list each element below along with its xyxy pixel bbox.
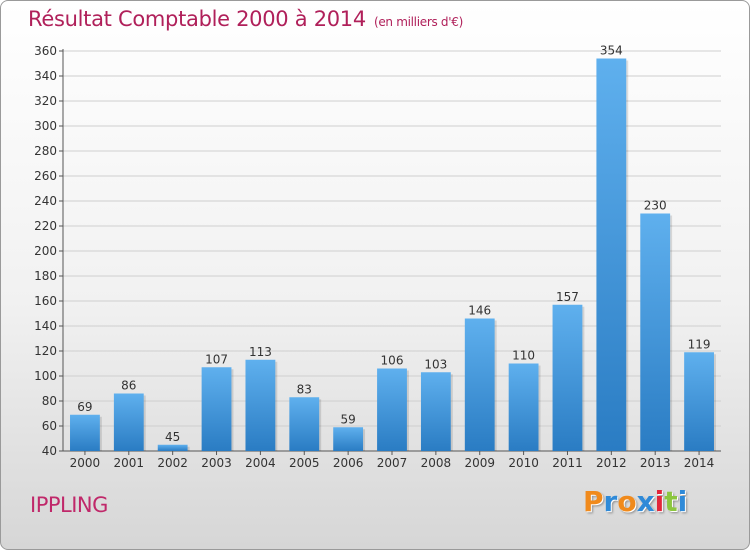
logo-letter: o bbox=[617, 485, 637, 518]
logo-letter: i bbox=[654, 485, 665, 518]
x-tick-label: 2009 bbox=[464, 456, 495, 470]
y-tick-label: 340 bbox=[34, 69, 57, 83]
y-tick-label: 80 bbox=[42, 394, 57, 408]
y-tick-label: 320 bbox=[34, 94, 57, 108]
x-tick-label: 2012 bbox=[596, 456, 627, 470]
x-tick-label: 2013 bbox=[640, 456, 671, 470]
bar bbox=[552, 304, 583, 451]
data-label: 59 bbox=[340, 412, 355, 426]
data-label: 83 bbox=[297, 382, 312, 396]
proxiti-logo: Proxiti bbox=[583, 485, 693, 525]
bar bbox=[113, 393, 144, 451]
chart-unit: (en milliers d'€) bbox=[373, 15, 463, 29]
y-tick-label: 200 bbox=[34, 244, 57, 258]
y-tick-label: 360 bbox=[34, 44, 57, 58]
x-tick-label: 2000 bbox=[70, 456, 101, 470]
logo-letter: r bbox=[603, 485, 618, 518]
bar bbox=[157, 444, 188, 451]
data-label: 110 bbox=[512, 349, 535, 363]
y-tick-label: 180 bbox=[34, 269, 57, 283]
x-tick-label: 2003 bbox=[201, 456, 232, 470]
y-tick-label: 140 bbox=[34, 319, 57, 333]
x-tick-label: 2007 bbox=[377, 456, 408, 470]
data-label: 107 bbox=[205, 352, 228, 366]
data-label: 354 bbox=[600, 44, 623, 58]
x-tick-label: 2004 bbox=[245, 456, 276, 470]
bar bbox=[333, 427, 364, 451]
commune-name: IPPLING bbox=[30, 493, 108, 517]
bar bbox=[684, 352, 714, 451]
logo-letter: x bbox=[636, 485, 655, 518]
logo-letter: i bbox=[677, 485, 688, 518]
data-label: 45 bbox=[165, 430, 180, 444]
data-label: 146 bbox=[468, 304, 491, 318]
bar bbox=[420, 372, 451, 451]
y-tick-label: 100 bbox=[34, 369, 57, 383]
y-tick-label: 40 bbox=[42, 444, 57, 458]
bar bbox=[464, 318, 495, 451]
bar bbox=[245, 359, 276, 451]
bar bbox=[289, 397, 320, 451]
bar bbox=[201, 367, 232, 451]
x-tick-label: 2001 bbox=[114, 456, 145, 470]
bar bbox=[640, 213, 671, 451]
x-tick-label: 2014 bbox=[684, 456, 715, 470]
data-label: 86 bbox=[121, 379, 136, 393]
logo-letter: P bbox=[583, 485, 604, 518]
y-tick-label: 300 bbox=[34, 119, 57, 133]
bar bbox=[508, 363, 539, 451]
bar bbox=[377, 368, 407, 451]
y-tick-label: 120 bbox=[34, 344, 57, 358]
bar bbox=[596, 58, 627, 451]
data-label: 103 bbox=[424, 357, 447, 371]
x-tick-label: 2005 bbox=[289, 456, 320, 470]
x-tick-label: 2006 bbox=[333, 456, 364, 470]
x-tick-label: 2010 bbox=[508, 456, 539, 470]
data-label: 119 bbox=[688, 337, 711, 351]
y-tick-label: 220 bbox=[34, 219, 57, 233]
data-label: 69 bbox=[77, 400, 92, 414]
chart-title: Résultat Comptable 2000 à 2014 (en millie… bbox=[28, 7, 463, 31]
data-label: 113 bbox=[249, 345, 272, 359]
data-label: 157 bbox=[556, 290, 579, 304]
bar bbox=[70, 414, 100, 451]
y-tick-label: 160 bbox=[34, 294, 57, 308]
data-label: 230 bbox=[644, 199, 667, 213]
y-tick-label: 60 bbox=[42, 419, 57, 433]
y-tick-label: 240 bbox=[34, 194, 57, 208]
data-label: 106 bbox=[381, 354, 404, 368]
chart-title-text: Résultat Comptable 2000 à 2014 bbox=[28, 7, 366, 31]
y-tick-label: 280 bbox=[34, 144, 57, 158]
logo-letter: t bbox=[664, 485, 678, 518]
labels: 69 86 45 107 113 83 59 106 103 146 110 157 354 230 119 bbox=[77, 44, 710, 444]
x-tick-label: 2011 bbox=[552, 456, 583, 470]
x-tick-label: 2008 bbox=[421, 456, 452, 470]
bars bbox=[70, 58, 716, 451]
y-tick-label: 260 bbox=[34, 169, 57, 183]
x-tick-label: 2002 bbox=[157, 456, 188, 470]
